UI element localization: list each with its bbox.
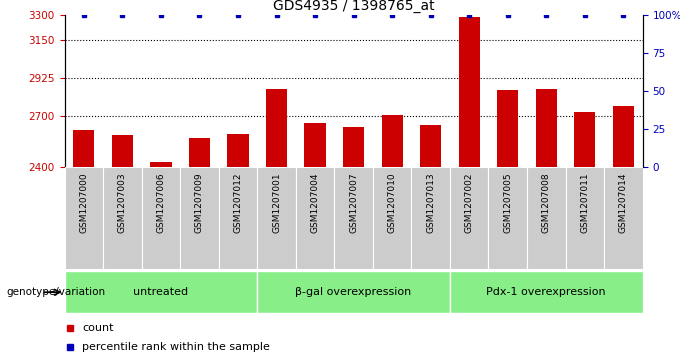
Text: untreated: untreated xyxy=(133,287,188,297)
Bar xyxy=(180,167,219,269)
Bar xyxy=(566,167,604,269)
Bar xyxy=(305,123,326,167)
Bar xyxy=(112,135,133,167)
Bar xyxy=(536,89,557,167)
Text: GSM1207008: GSM1207008 xyxy=(542,172,551,233)
Bar xyxy=(257,271,450,313)
Bar xyxy=(488,167,527,269)
Text: GSM1207009: GSM1207009 xyxy=(195,172,204,233)
Bar xyxy=(296,167,335,269)
Text: GSM1207001: GSM1207001 xyxy=(272,172,281,233)
Bar xyxy=(227,134,249,167)
Text: GSM1207002: GSM1207002 xyxy=(464,172,474,233)
Bar xyxy=(189,138,210,167)
Text: GSM1207012: GSM1207012 xyxy=(233,172,243,233)
Text: Pdx-1 overexpression: Pdx-1 overexpression xyxy=(486,287,606,297)
Bar xyxy=(65,271,257,313)
Text: GSM1207010: GSM1207010 xyxy=(388,172,396,233)
Bar xyxy=(266,89,287,167)
Text: GSM1207003: GSM1207003 xyxy=(118,172,127,233)
Bar xyxy=(335,167,373,269)
Text: percentile rank within the sample: percentile rank within the sample xyxy=(82,342,270,352)
Bar xyxy=(411,167,450,269)
Bar xyxy=(450,167,488,269)
Text: GSM1207000: GSM1207000 xyxy=(80,172,88,233)
Bar xyxy=(103,167,141,269)
Bar xyxy=(458,17,480,167)
Text: GSM1207007: GSM1207007 xyxy=(349,172,358,233)
Text: β-gal overexpression: β-gal overexpression xyxy=(296,287,411,297)
Bar xyxy=(450,271,643,313)
Bar xyxy=(373,167,411,269)
Bar xyxy=(420,126,441,167)
Bar xyxy=(381,115,403,167)
Bar xyxy=(604,167,643,269)
Bar xyxy=(150,162,171,167)
Bar xyxy=(527,167,566,269)
Bar xyxy=(343,127,364,167)
Bar xyxy=(613,106,634,167)
Bar xyxy=(141,167,180,269)
Title: GDS4935 / 1398765_at: GDS4935 / 1398765_at xyxy=(273,0,435,13)
Text: count: count xyxy=(82,323,114,333)
Text: GSM1207011: GSM1207011 xyxy=(580,172,590,233)
Bar xyxy=(65,167,103,269)
Text: GSM1207006: GSM1207006 xyxy=(156,172,165,233)
Text: GSM1207013: GSM1207013 xyxy=(426,172,435,233)
Bar xyxy=(257,167,296,269)
Bar xyxy=(73,130,95,167)
Text: genotype/variation: genotype/variation xyxy=(7,287,106,297)
Text: GSM1207004: GSM1207004 xyxy=(311,172,320,233)
Text: GSM1207005: GSM1207005 xyxy=(503,172,512,233)
Bar xyxy=(574,112,596,167)
Bar xyxy=(497,90,518,167)
Text: GSM1207014: GSM1207014 xyxy=(619,172,628,233)
Bar xyxy=(219,167,257,269)
